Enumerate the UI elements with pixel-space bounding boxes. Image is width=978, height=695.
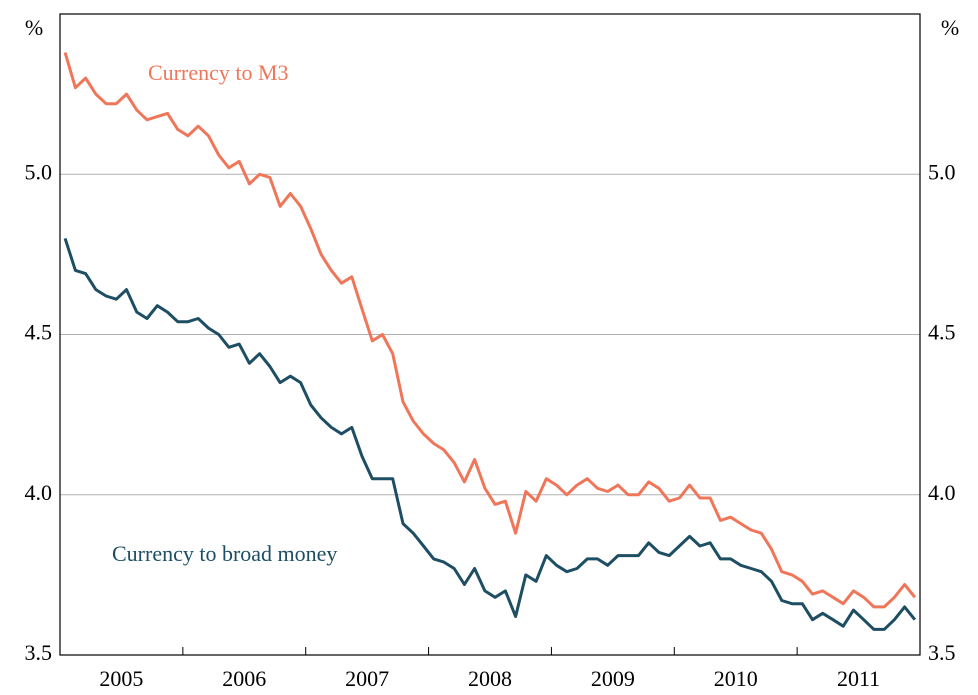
x-tick-label: 2006 — [222, 666, 266, 691]
series-label: Currency to broad money — [112, 541, 337, 566]
x-tick-label: 2010 — [714, 666, 758, 691]
x-tick-label: 2005 — [99, 666, 143, 691]
x-tick-label: 2009 — [591, 666, 635, 691]
y-axis-unit: % — [25, 15, 43, 40]
y-tick-label: 4.5 — [25, 320, 53, 345]
series-label: Currency to M3 — [148, 60, 289, 85]
series-line — [63, 52, 917, 609]
y-tick-label: 4.0 — [25, 480, 53, 505]
y2-tick-label: 5.0 — [928, 159, 956, 184]
y-tick-label: 3.5 — [25, 640, 53, 665]
y2-axis-unit: % — [941, 15, 959, 40]
y2-tick-label: 3.5 — [928, 640, 956, 665]
y2-tick-label: 4.0 — [928, 480, 956, 505]
x-tick-label: 2007 — [345, 666, 389, 691]
y-tick-label: 5.0 — [25, 159, 53, 184]
x-tick-label: 2011 — [837, 666, 880, 691]
x-tick-label: 2008 — [468, 666, 512, 691]
y2-tick-label: 4.5 — [928, 320, 956, 345]
series-line — [63, 237, 917, 631]
plot-frame — [59, 13, 921, 656]
